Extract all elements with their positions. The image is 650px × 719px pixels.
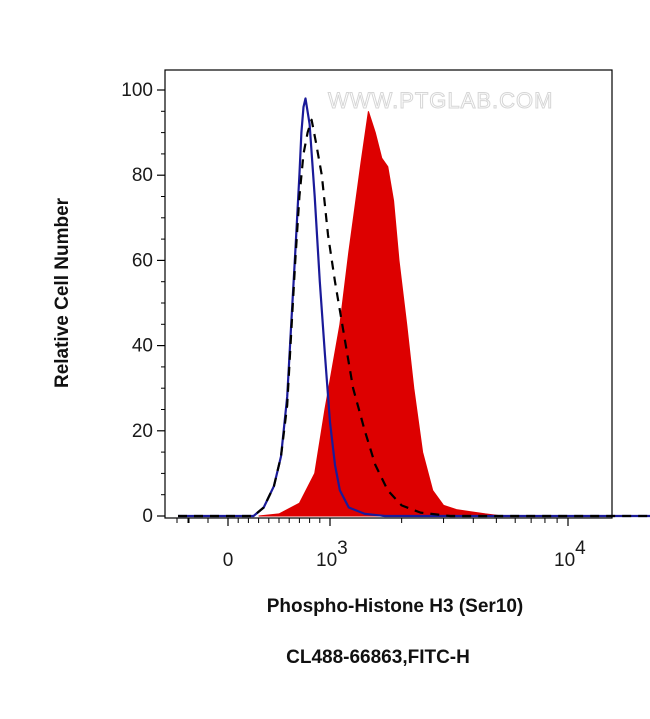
plot-area <box>178 97 650 518</box>
y-tick-label: 80 <box>132 165 153 186</box>
y-tick-label: 60 <box>132 250 153 271</box>
axes: 0 20 40 60 80 100 0 103 104 <box>121 69 613 571</box>
y-tick-label: 40 <box>132 336 153 357</box>
y-tick-label: 0 <box>142 506 153 527</box>
series-filled-histogram <box>258 111 503 517</box>
watermark-text: WWW.PTGLAB.COM <box>328 88 553 113</box>
y-tick-label: 20 <box>132 421 153 442</box>
plot-frame <box>164 69 613 519</box>
y-tick-label: 100 <box>121 80 153 101</box>
chart-caption: CL488-66863,FITC-H <box>286 647 470 668</box>
series-dashed-histogram <box>178 118 650 518</box>
x-tick-label: 0 <box>223 550 234 571</box>
x-tick-label: 103 <box>316 538 348 571</box>
y-axis-label: Relative Cell Number <box>52 197 73 388</box>
x-axis-label: Phospho-Histone H3 (Ser10) <box>267 596 524 617</box>
x-tick-label: 104 <box>554 538 586 571</box>
